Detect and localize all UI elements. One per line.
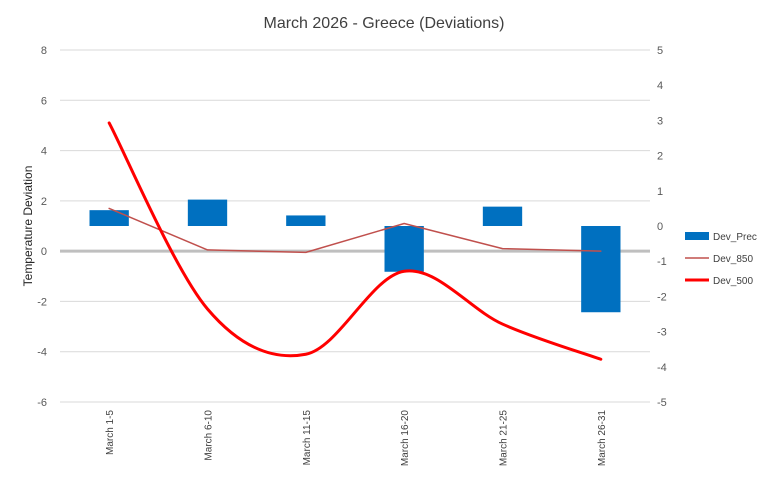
y2-tick-label: 3 (657, 115, 663, 127)
line-series (107, 121, 603, 361)
x-axis-ticks: March 1-5 March 6-10 March 11-15 March 16-2… (105, 410, 608, 467)
x-tick-label: March 11-15 (302, 410, 313, 466)
bar-1 (89, 210, 129, 226)
y2-tick-label: 1 (657, 186, 663, 198)
y2-tick-label: 0 (657, 221, 663, 233)
y-tick-label: -2 (37, 296, 47, 308)
y2-tick-label: -2 (657, 291, 667, 303)
x-tick-label: March 26-31 (597, 410, 608, 467)
bar-2 (187, 199, 228, 226)
y-tick-label: 4 (41, 146, 47, 158)
y2-axis-ticks: -5 -4 -3 -2 -1 0 1 2 3 4 5 (657, 45, 667, 409)
y-tick-label: -4 (37, 347, 47, 359)
y-tick-label: 0 (41, 246, 47, 258)
y2-tick-label: 5 (657, 45, 663, 57)
legend-label: Dev_500 (713, 276, 753, 287)
y-tick-label: 8 (41, 45, 47, 57)
bar-3 (286, 215, 326, 226)
y-tick-label: 2 (41, 196, 47, 208)
chart-title: March 2026 - Greece (Deviations) (264, 15, 505, 32)
gridlines (60, 49, 650, 403)
bar-4 (384, 226, 424, 272)
y2-tick-label: -4 (657, 362, 667, 374)
y-tick-label: -6 (37, 397, 47, 409)
line-dev-850 (108, 207, 602, 254)
y-axis-title: Temperature Deviation (21, 166, 35, 287)
x-tick-label: March 1-5 (105, 410, 116, 455)
legend-label: Dev_850 (713, 254, 753, 265)
y2-tick-label: -1 (657, 256, 667, 268)
y2-tick-label: -3 (657, 327, 667, 339)
y2-tick-label: -5 (657, 397, 667, 409)
bar-series (89, 199, 621, 313)
legend-swatch-bar (685, 232, 709, 240)
line-dev-500 (107, 121, 603, 361)
y-tick-label: 6 (41, 95, 47, 107)
x-tick-label: March 16-20 (400, 410, 411, 467)
legend: Dev_Prec Dev_850 Dev_500 (685, 232, 757, 287)
y2-tick-label: 4 (657, 80, 663, 92)
legend-label: Dev_Prec (713, 232, 757, 243)
x-tick-label: March 21-25 (499, 410, 510, 467)
x-tick-label: March 6-10 (204, 410, 215, 461)
bar-5 (482, 206, 523, 226)
y-axis-ticks: -6 -4 -2 0 2 4 6 8 (37, 45, 47, 409)
bar-6 (581, 226, 621, 313)
y2-tick-label: 2 (657, 151, 663, 163)
